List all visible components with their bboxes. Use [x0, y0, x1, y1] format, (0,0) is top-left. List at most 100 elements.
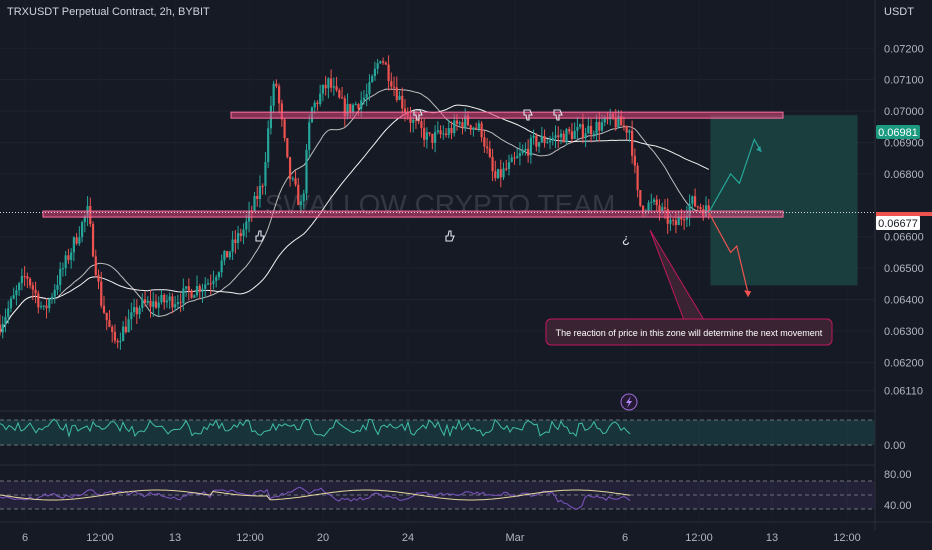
- candle-body: [72, 237, 75, 253]
- candle-body: [622, 125, 626, 127]
- thumbs-down-icon: [413, 109, 423, 121]
- candle-body: [529, 137, 532, 156]
- chart-title: TRXUSDT Perpetual Contract, 2h, BYBIT: [7, 6, 210, 18]
- candle-body: [78, 237, 81, 244]
- candle-body: [442, 133, 445, 135]
- price-tick-label: 0.06400: [884, 295, 924, 307]
- candle-body: [641, 205, 645, 212]
- candle-body: [576, 126, 579, 131]
- candle-body: [31, 285, 34, 290]
- candle-body: [349, 103, 352, 113]
- time-tick-label: 12:00: [685, 532, 713, 544]
- rsi-tick-label: 80.00: [884, 469, 912, 481]
- candle-body: [193, 295, 196, 298]
- candle-body: [220, 260, 223, 273]
- candle-body: [598, 121, 601, 131]
- candle-body: [600, 122, 604, 131]
- candle-body: [182, 288, 185, 304]
- candle-body: [384, 62, 387, 65]
- candle-body: [100, 281, 103, 306]
- thumbs-up-icon: [445, 230, 455, 242]
- price-axis[interactable]: 0.07200 0.07100 0.07000 0.06900 0.06800 0.066…: [884, 43, 924, 397]
- candle-body: [595, 121, 598, 134]
- candle-body: [387, 64, 390, 81]
- candle-body: [305, 149, 308, 194]
- candle-body: [376, 63, 379, 69]
- candle-body: [655, 199, 658, 206]
- candle-body: [102, 305, 106, 313]
- candle-body: [171, 296, 174, 308]
- resistance-zone[interactable]: [230, 111, 784, 119]
- candle-body: [70, 252, 73, 260]
- candle-body: [212, 280, 215, 284]
- scenario-up-arrow: [708, 137, 762, 213]
- candle-body: [132, 307, 136, 313]
- candle-body: [620, 115, 623, 126]
- candle-body: [15, 290, 18, 296]
- candle-body: [324, 84, 327, 89]
- candle-body: [138, 308, 141, 315]
- arrow-head-down: [744, 290, 752, 298]
- candle-body: [392, 86, 396, 88]
- candle-body: [313, 102, 316, 108]
- candle-body: [403, 108, 407, 113]
- candle-body: [299, 201, 303, 205]
- annotation-callout[interactable]: The reaction of price in this zone will …: [545, 229, 833, 346]
- candle-body: [56, 285, 59, 290]
- candle-body: [116, 340, 119, 343]
- time-tick-label: 12:00: [236, 532, 264, 544]
- candle-body: [527, 148, 530, 156]
- candle-body: [278, 86, 281, 104]
- question-icon: ¿: [622, 231, 630, 246]
- support-zone[interactable]: [42, 210, 784, 218]
- candle-body: [113, 331, 117, 341]
- candle-body: [368, 82, 371, 95]
- candle-body: [201, 288, 204, 292]
- candle-body: [130, 312, 133, 320]
- rsi-ma-line: [0, 489, 631, 501]
- rsi-pane: [0, 464, 875, 510]
- candle-body: [286, 138, 289, 158]
- candle-body: [215, 277, 218, 281]
- candle-body: [480, 123, 483, 138]
- candle-body: [428, 132, 431, 134]
- candle-body: [83, 216, 86, 223]
- candle-body: [573, 130, 576, 139]
- candle-body: [302, 193, 305, 202]
- candle-body: [436, 130, 439, 133]
- candle-body: [587, 125, 590, 134]
- time-axis[interactable]: 6 12:00 13 12:00 20 24 Mar 6 12:00 13 12:00: [22, 532, 861, 544]
- candle-body: [226, 250, 229, 258]
- candle-body: [652, 199, 656, 202]
- thumbs-down-icon: [553, 109, 563, 121]
- candle-body: [491, 157, 494, 172]
- candle-body: [45, 305, 48, 309]
- candle-body: [275, 83, 278, 87]
- candle-body: [340, 97, 344, 99]
- time-tick-label: 24: [402, 532, 414, 544]
- candle-body: [557, 135, 560, 138]
- candle-body: [554, 135, 557, 138]
- candle-body: [261, 185, 264, 187]
- candle-body: [510, 157, 513, 163]
- candle-body: [472, 127, 475, 130]
- candle-body: [683, 219, 686, 221]
- candle-body: [414, 119, 418, 121]
- bolt-icon[interactable]: [620, 393, 638, 411]
- candle-body: [513, 157, 516, 159]
- time-tick-label: 6: [22, 532, 28, 544]
- candle-body: [633, 155, 636, 166]
- candle-body: [521, 150, 524, 154]
- candle-body: [398, 95, 401, 100]
- candle-body: [198, 285, 201, 292]
- candle-body: [351, 104, 355, 113]
- price-tick-label: 0.07000: [884, 106, 924, 118]
- candle-body: [335, 86, 338, 91]
- candle-body: [688, 203, 691, 217]
- scenario-arrows: [708, 137, 762, 298]
- candle-body: [223, 250, 226, 261]
- candle-body: [696, 206, 699, 208]
- candle-body: [258, 185, 262, 200]
- candle-body: [453, 120, 456, 134]
